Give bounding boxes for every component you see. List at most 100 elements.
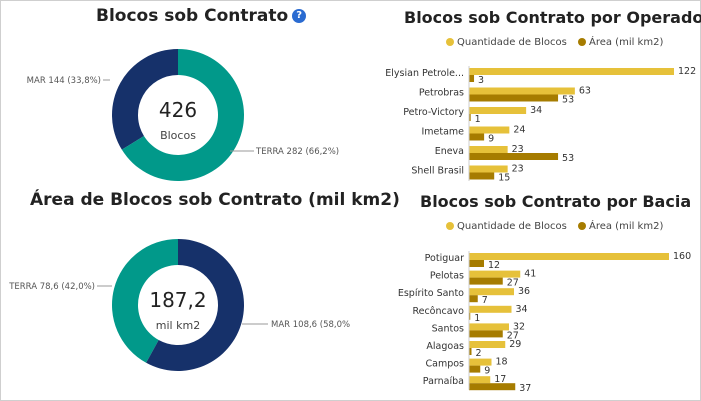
category-label: Petro-Victory xyxy=(403,107,464,118)
legend-item-quantidade: Quantidade de Blocos xyxy=(446,221,567,232)
bar-area[interactable] xyxy=(469,114,471,121)
legend-label-area: Área (mil km2) xyxy=(588,221,664,232)
data-label-quantidade: 23 xyxy=(512,164,524,175)
data-label-area: 7 xyxy=(482,295,488,306)
data-label-area: 1 xyxy=(475,114,481,125)
data-label-area: 53 xyxy=(562,95,574,106)
data-label-area: 9 xyxy=(484,366,490,377)
bar-quantidade[interactable] xyxy=(469,305,512,313)
category-label: Elysian Petrole... xyxy=(385,68,464,79)
data-label-area: 12 xyxy=(488,260,500,271)
category-label: Santos xyxy=(432,323,464,334)
legend-dot-quantidade xyxy=(446,38,454,46)
category-label: Espírito Santo xyxy=(398,288,464,299)
data-label-quantidade: 36 xyxy=(518,286,530,297)
bar-quantidade[interactable] xyxy=(469,341,506,348)
data-label-area: 2 xyxy=(476,348,482,359)
data-label-quantidade: 29 xyxy=(509,339,521,350)
donut-slice-terra[interactable] xyxy=(112,239,178,363)
data-label-area: 27 xyxy=(507,278,519,289)
data-label-quantidade: 122 xyxy=(678,66,696,77)
category-label: Parnaíba xyxy=(423,376,464,387)
data-label-area: 9 xyxy=(488,134,494,145)
data-label-quantidade: 160 xyxy=(673,251,691,262)
category-label: Recôncavo xyxy=(412,306,464,317)
legend-bacia: Quantidade de Blocos Área (mil km2) xyxy=(446,221,671,232)
legend-item-quantidade: Quantidade de Blocos xyxy=(446,37,567,48)
category-label: Shell Brasil xyxy=(411,166,464,177)
data-label-quantidade: 17 xyxy=(494,374,506,385)
bar-quantidade[interactable] xyxy=(469,126,510,134)
donut-center-label: mil km2 xyxy=(156,319,200,332)
bar-area[interactable] xyxy=(469,277,503,285)
donut-chart-blocos: 426 Blocos MAR 144 (33,8%) TERRA 282 (66,2%… xyxy=(27,49,339,181)
bar-quantidade[interactable] xyxy=(469,165,508,173)
bar-quantidade[interactable] xyxy=(469,87,575,95)
category-label: Petrobras xyxy=(419,88,464,99)
legend-label-quantidade: Quantidade de Blocos xyxy=(457,221,567,232)
bar-area[interactable] xyxy=(469,153,559,160)
donut-slice-terra[interactable] xyxy=(121,49,244,181)
bar-quantidade[interactable] xyxy=(469,288,514,296)
title-blocos: Blocos sob Contrato? xyxy=(96,6,307,26)
bar-area[interactable] xyxy=(469,133,485,141)
slice-label: TERRA 78,6 (42,0%) xyxy=(8,282,95,292)
bar-area[interactable] xyxy=(469,295,478,303)
category-label: Campos xyxy=(425,359,464,370)
data-label-area: 27 xyxy=(507,330,519,341)
category-label: Imetame xyxy=(421,127,464,138)
category-label: Alagoas xyxy=(426,341,464,352)
bar-chart-operador: Elysian Petrole... 122 3 Petrobras 63 53 Petro… xyxy=(385,66,696,184)
data-label-quantidade: 32 xyxy=(513,321,525,332)
legend-dot-quantidade xyxy=(446,222,454,230)
donut-center-value: 426 xyxy=(159,98,197,122)
category-label: Pelotas xyxy=(430,271,464,282)
bar-area[interactable] xyxy=(469,75,475,82)
bar-quantidade[interactable] xyxy=(469,376,491,384)
data-label-area: 3 xyxy=(478,75,484,86)
data-label-quantidade: 24 xyxy=(513,125,525,136)
title-area: Área de Blocos sob Contrato (mil km2) xyxy=(30,190,400,210)
slice-label: MAR 108,6 (58,0%) xyxy=(271,320,350,330)
bar-quantidade[interactable] xyxy=(469,146,508,153)
bar-quantidade[interactable] xyxy=(469,68,674,75)
title-operador: Blocos sob Contrato por Operador xyxy=(404,8,701,27)
bar-area[interactable] xyxy=(469,348,472,355)
donut-slice-mar[interactable] xyxy=(146,239,245,371)
bar-quantidade[interactable] xyxy=(469,358,492,366)
data-label-area: 37 xyxy=(519,383,531,394)
legend-dot-area xyxy=(577,38,586,46)
bar-area[interactable] xyxy=(469,260,484,267)
bar-quantidade[interactable] xyxy=(469,253,669,260)
bar-area[interactable] xyxy=(469,330,503,338)
help-icon[interactable]: ? xyxy=(292,9,307,23)
donut-center-label: Blocos xyxy=(160,129,196,142)
data-label-quantidade: 63 xyxy=(579,86,591,97)
data-label-quantidade: 18 xyxy=(496,357,508,368)
slice-label: MAR 144 (33,8%) xyxy=(27,76,101,86)
bar-area[interactable] xyxy=(469,172,495,180)
donut-slice-mar[interactable] xyxy=(112,49,178,150)
data-label-area: 53 xyxy=(562,153,574,164)
bar-area[interactable] xyxy=(469,312,471,320)
legend-item-area: Área (mil km2) xyxy=(577,221,664,232)
data-label-area: 1 xyxy=(474,313,480,324)
bar-quantidade[interactable] xyxy=(469,107,527,114)
data-label-quantidade: 23 xyxy=(512,144,524,155)
category-label: Potiguar xyxy=(425,253,464,264)
bar-area[interactable] xyxy=(469,383,516,391)
bar-area[interactable] xyxy=(469,365,481,373)
legend-label-area: Área (mil km2) xyxy=(588,37,664,48)
data-label-quantidade: 34 xyxy=(516,304,528,315)
donut-center-value: 187,2 xyxy=(149,288,206,312)
slice-label: TERRA 282 (66,2%) xyxy=(255,147,339,157)
bar-quantidade[interactable] xyxy=(469,323,509,331)
data-label-quantidade: 41 xyxy=(524,269,536,280)
legend-operador: Quantidade de Blocos Área (mil km2) xyxy=(446,37,671,48)
legend-label-quantidade: Quantidade de Blocos xyxy=(457,37,567,48)
bar-area[interactable] xyxy=(469,94,559,102)
title-bacia: Blocos sob Contrato por Bacia xyxy=(420,192,692,211)
title-blocos-text: Blocos sob Contrato xyxy=(96,6,289,26)
bar-quantidade[interactable] xyxy=(469,270,521,278)
